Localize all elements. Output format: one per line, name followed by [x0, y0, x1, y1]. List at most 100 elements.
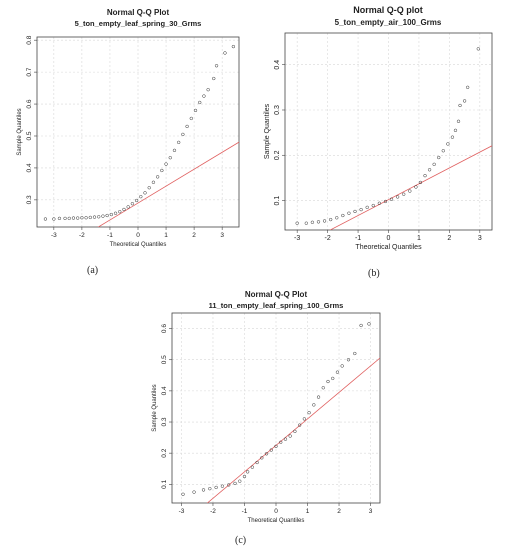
- qq-point: [43, 217, 48, 221]
- y-tick-label: 0.3: [161, 417, 168, 426]
- y-tick-label: 0.1: [161, 479, 168, 488]
- x-tick-label: -1: [242, 508, 248, 515]
- x-axis-label: Theoretical Quantiles: [355, 244, 422, 251]
- y-tick-label: 0.3: [274, 105, 281, 115]
- qq-point: [84, 216, 88, 220]
- qq-point: [109, 212, 113, 217]
- y-tick-label: 0.2: [274, 150, 281, 160]
- qq-point: [101, 214, 105, 218]
- qq-point: [80, 216, 84, 220]
- qq-point: [92, 215, 97, 219]
- qq-point: [160, 168, 164, 173]
- x-tick-label: -1: [355, 235, 361, 242]
- qq-point: [423, 174, 427, 178]
- y-tick-label: 0.6: [161, 324, 168, 333]
- qq-point: [214, 485, 218, 490]
- qq-point: [462, 99, 467, 103]
- qq-point: [418, 180, 423, 185]
- qq-point: [441, 149, 445, 153]
- x-tick-label: 0: [387, 235, 391, 242]
- x-tick-label: 0: [136, 232, 140, 239]
- y-tick-label: 0.4: [26, 163, 33, 172]
- x-tick-label: 3: [220, 232, 224, 239]
- qq-point: [52, 217, 56, 221]
- chart-subtitle: 5_ton_empty_air_100_Grms: [335, 18, 442, 27]
- qq-point: [113, 211, 118, 215]
- qq-point: [297, 423, 302, 427]
- qq-point: [192, 490, 196, 494]
- y-tick-label: 0.5: [26, 131, 33, 140]
- caption-c: (c): [235, 535, 247, 546]
- x-tick-label: -3: [179, 508, 185, 515]
- qq-point: [476, 47, 480, 51]
- qq-point: [185, 124, 189, 129]
- qq-point: [329, 217, 333, 222]
- qq-point: [302, 417, 307, 421]
- qq-point: [250, 465, 255, 469]
- qq-point: [365, 205, 369, 210]
- qq-point: [76, 216, 80, 220]
- qq-point: [310, 220, 315, 224]
- qq-point: [408, 189, 412, 193]
- y-axis-label: Sample Quantiles: [152, 384, 158, 431]
- caption-b: (b): [368, 268, 380, 279]
- qq-point: [130, 202, 135, 206]
- qq-point: [269, 448, 273, 452]
- qq-point: [402, 192, 406, 196]
- x-tick-label: 2: [337, 508, 341, 515]
- qq-point: [220, 484, 225, 488]
- y-tick-label: 0.5: [161, 355, 168, 364]
- qq-point: [316, 395, 321, 399]
- qq-point: [414, 185, 418, 189]
- qq-point: [63, 216, 67, 221]
- y-tick-label: 0.1: [274, 196, 281, 206]
- qq-point: [242, 474, 247, 479]
- qq-point: [118, 210, 122, 214]
- qq-point: [293, 429, 297, 434]
- qq-point: [206, 88, 210, 92]
- qq-point: [231, 44, 236, 49]
- qq-point: [389, 197, 394, 201]
- chart-title: Normal Q-Q Plot: [107, 8, 170, 17]
- qq-point: [122, 207, 126, 212]
- chart-subtitle: 11_ton_empty_leaf_spring_100_Grms: [209, 301, 344, 310]
- qq-point: [201, 488, 206, 492]
- y-axis-label: Sample Quantiles: [17, 108, 23, 155]
- qq-point: [245, 470, 250, 474]
- qq-point: [202, 94, 206, 98]
- qq-point: [67, 216, 71, 221]
- qq-point: [172, 148, 177, 153]
- qq-point: [238, 479, 242, 483]
- qq-point: [331, 376, 335, 381]
- qq-point: [168, 156, 172, 160]
- qq-point: [181, 492, 185, 496]
- qq-point: [214, 64, 219, 68]
- x-tick-label: -2: [79, 232, 85, 239]
- qq-point: [335, 216, 339, 220]
- x-tick-label: -2: [325, 235, 331, 242]
- qq-point: [134, 198, 139, 203]
- qq-point: [151, 180, 156, 184]
- qq-point: [189, 116, 193, 121]
- qq-point: [126, 205, 130, 209]
- chart-subtitle: 5_ton_empty_leaf_spring_30_Grms: [75, 19, 202, 28]
- qq-point: [371, 203, 375, 208]
- qq-point: [383, 199, 388, 204]
- qq-point: [353, 209, 357, 214]
- chart-title: Normal Q-Q Plot: [245, 290, 308, 299]
- qq-point: [326, 379, 330, 384]
- x-axis-label: Theoretical Quantiles: [248, 518, 305, 524]
- qq-point: [458, 103, 462, 108]
- qq-point: [432, 162, 436, 166]
- x-tick-label: 1: [306, 508, 310, 515]
- qq-point: [377, 201, 382, 205]
- qq-point: [450, 135, 455, 139]
- qq-point: [143, 191, 147, 195]
- y-tick-label: 0.6: [26, 99, 33, 108]
- qq-point: [288, 434, 292, 438]
- chart-title: Normal Q-Q plot: [353, 5, 423, 15]
- qq-point: [260, 456, 264, 460]
- qq-point: [181, 132, 185, 137]
- y-tick-label: 0.2: [161, 448, 168, 457]
